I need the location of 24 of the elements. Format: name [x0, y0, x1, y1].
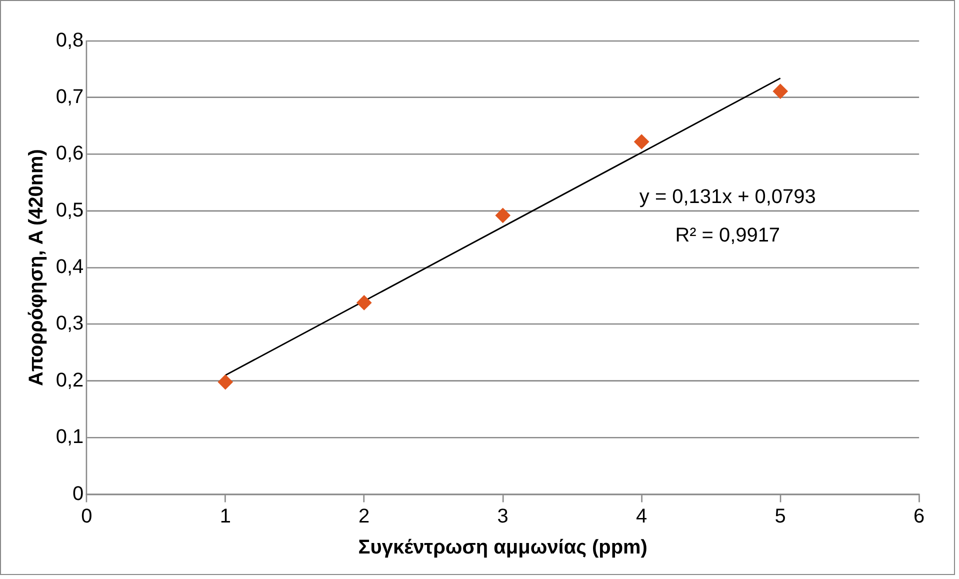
point [356, 295, 372, 310]
x-axis-title: Συγκέντρωση αμμωνίας (ppm) [358, 536, 648, 559]
y-tick-label: 0 [72, 482, 84, 505]
x-tick-label: 2 [358, 506, 370, 528]
x-tick-label: 6 [914, 506, 925, 528]
y-tick-label: 0,6 [56, 142, 84, 165]
annotation: y = 0,131x + 0,0793 [639, 186, 816, 208]
y-tick-label: 0,8 [56, 29, 84, 52]
x-tick-label: 1 [220, 506, 231, 528]
y-tick-label: 0,1 [56, 426, 84, 448]
y-tick-label: 0,2 [56, 369, 84, 392]
y-tick-label: 0,4 [56, 256, 84, 278]
y-axis-title: Απορρόφηση, A (420nm) [25, 149, 48, 386]
y-tick-label: 0,3 [56, 312, 84, 335]
y-tick-label: 0,7 [56, 86, 84, 108]
y-tick-label: 0,5 [56, 199, 84, 222]
x-tick-label: 3 [497, 506, 508, 528]
point [218, 374, 233, 390]
point [772, 84, 788, 99]
point [495, 208, 510, 223]
annotation: R² = 0,9917 [675, 224, 780, 246]
x-tick-label: 5 [774, 506, 786, 528]
point [634, 134, 650, 150]
x-tick-label: 4 [636, 506, 648, 528]
